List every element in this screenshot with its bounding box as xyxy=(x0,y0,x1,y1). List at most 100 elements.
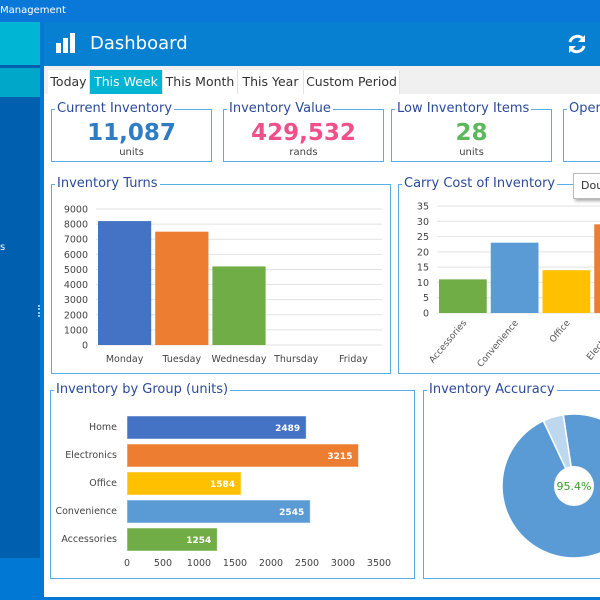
panel-title: Inventory Accuracy xyxy=(427,382,557,397)
bar xyxy=(98,221,152,345)
y-tick-label: Home xyxy=(89,422,117,433)
dashboard-content: Current Inventory 11,087 units Inventory… xyxy=(44,94,600,597)
inventory-by-group-chart: 0 500 1000 1500 2000 2500 3000 3500 2489 Home 3215… xyxy=(55,415,391,569)
page-title: Dashboard xyxy=(90,33,188,54)
kpi-title: Inventory Value xyxy=(227,101,333,116)
y-tick-label: 0 xyxy=(423,309,429,320)
y-tick-label: 10 xyxy=(417,278,429,289)
bar xyxy=(542,270,591,313)
y-tick-label: 9000 xyxy=(64,205,88,216)
x-tick-label: Wednesday xyxy=(211,354,266,365)
kpi-low-inventory: Low Inventory Items 28 units xyxy=(391,101,552,162)
x-tick-label: 3000 xyxy=(331,558,355,569)
data-label: 3215 xyxy=(327,452,352,462)
x-tick-label: Friday xyxy=(339,354,368,365)
kpi-inventory-value: Inventory Value 429,532 rands xyxy=(223,101,384,162)
panel-inventory-accuracy: Inventory Accuracy 95.4% xyxy=(423,382,600,579)
bar xyxy=(126,443,359,468)
panel-title: Inventory Turns xyxy=(55,176,160,191)
y-tick-label: 4000 xyxy=(64,280,88,291)
y-tick-label: 8000 xyxy=(64,220,88,231)
kpi-unit: units xyxy=(459,147,484,158)
bar xyxy=(212,266,266,345)
kpi-unit: units xyxy=(119,147,144,158)
tab-this-month[interactable]: This Month xyxy=(163,70,238,94)
tooltip: Dou xyxy=(573,173,600,199)
data-label: 1584 xyxy=(210,480,235,490)
period-tabs: Today This Week This Month This Year Cus… xyxy=(44,66,600,94)
y-tick-label: 0 xyxy=(82,341,88,352)
bar xyxy=(126,499,311,524)
x-tick-label: Convenience xyxy=(476,318,521,369)
panel-title: Carry Cost of Inventory xyxy=(402,176,558,191)
data-label: 2489 xyxy=(275,424,300,434)
center-label: 95.4% xyxy=(557,480,592,493)
carry-cost-chart: 0 5 10 15 20 25 30 35 Accessories Convenience Offi… xyxy=(417,202,600,370)
kpi-value: 28 xyxy=(455,120,488,146)
y-tick-label: 15 xyxy=(417,263,429,274)
x-tick-label: 2500 xyxy=(295,558,319,569)
x-tick-label: Electronics xyxy=(585,318,600,362)
y-tick-label: 30 xyxy=(417,217,429,228)
y-tick-label: 6000 xyxy=(64,250,88,261)
kpi-title: Current Inventory xyxy=(55,101,175,116)
bar xyxy=(439,279,487,313)
pie-slice xyxy=(501,413,600,559)
x-tick-label: Office xyxy=(548,318,573,345)
y-tick-label: Electronics xyxy=(65,450,117,461)
donut-hole xyxy=(554,466,594,506)
bar xyxy=(126,471,242,496)
tab-custom-period[interactable]: Custom Period xyxy=(304,70,400,94)
header: Dashboard xyxy=(44,22,600,66)
y-tick-label: 5000 xyxy=(64,265,88,276)
bar xyxy=(490,242,539,313)
sidebar-item-label[interactable]: s xyxy=(0,242,6,253)
x-tick-label: 500 xyxy=(154,558,172,569)
inventory-accuracy-chart: 95.4% xyxy=(501,413,600,559)
kpi-title: Low Inventory Items xyxy=(395,101,532,116)
y-tick-label: 5 xyxy=(423,293,429,304)
sidebar-item-selected[interactable] xyxy=(0,68,40,97)
x-tick-label: 1000 xyxy=(187,558,211,569)
panel-inventory-by-group: Inventory by Group (units) 0 500 1000 1500 2… xyxy=(50,382,415,579)
splitter-handle[interactable] xyxy=(38,305,42,317)
y-tick-label: 3000 xyxy=(64,295,88,306)
x-tick-label: Accessories xyxy=(428,318,470,365)
panel-title: Inventory by Group (units) xyxy=(54,382,231,397)
bar-chart-icon xyxy=(56,33,75,53)
y-tick-label: 1000 xyxy=(64,325,88,336)
data-label: 2545 xyxy=(279,508,304,518)
y-tick-label: Office xyxy=(89,478,117,489)
tab-this-week[interactable]: This Week xyxy=(90,70,163,94)
kpi-unit: rands xyxy=(289,147,318,158)
bar xyxy=(155,231,209,345)
data-label: 1254 xyxy=(186,536,211,546)
x-tick-label: 1500 xyxy=(223,558,247,569)
kpi-value: 429,532 xyxy=(251,120,356,146)
x-tick-label: Tuesday xyxy=(161,354,201,365)
bar xyxy=(126,527,218,552)
x-tick-label: Thursday xyxy=(273,354,319,365)
x-tick-label: Monday xyxy=(106,354,144,365)
y-tick-label: Convenience xyxy=(55,506,117,517)
kpi-open: Oper xyxy=(563,101,600,162)
sidebar-item-top[interactable] xyxy=(0,22,40,65)
kpi-current-inventory: Current Inventory 11,087 units xyxy=(51,101,212,162)
refresh-icon[interactable] xyxy=(566,33,588,55)
panel-inventory-turns: Inventory Turns 0 1000 2000 3000 4000 5000 600… xyxy=(51,176,391,374)
x-tick-label: 3500 xyxy=(367,558,391,569)
y-tick-label: Accessories xyxy=(61,534,117,545)
x-tick-label: 2000 xyxy=(259,558,283,569)
y-tick-label: 7000 xyxy=(64,235,88,246)
y-tick-label: 35 xyxy=(417,202,429,213)
kpi-title: Oper xyxy=(567,101,600,116)
sidebar: s xyxy=(0,22,40,558)
kpi-value: 11,087 xyxy=(87,120,176,146)
inventory-turns-chart: 0 1000 2000 3000 4000 5000 6000 7000 8000 9000 Mon… xyxy=(64,205,382,365)
panel-carry-cost: Carry Cost of Inventory 0 5 10 15 20 25 30 35 Ac… xyxy=(398,176,600,374)
bar xyxy=(594,224,600,313)
tab-today[interactable]: Today xyxy=(48,70,90,94)
y-tick-label: 25 xyxy=(417,232,429,243)
tab-this-year[interactable]: This Year xyxy=(238,70,304,94)
y-tick-label: 20 xyxy=(417,247,429,258)
